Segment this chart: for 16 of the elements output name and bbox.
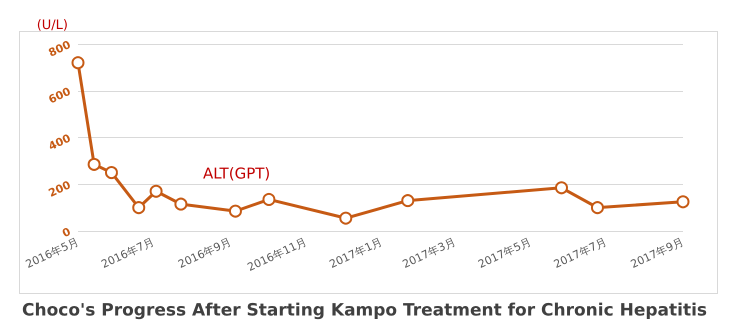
x-tick-label: 2017年3月 <box>400 235 458 271</box>
x-tick-label: 2017年5月 <box>476 235 534 271</box>
x-tick-label: 2016年7月 <box>99 235 156 271</box>
text: Choco's Progress After Starting Kampo Treatment for Chronic Hepatitis <box>22 300 708 320</box>
x-tick-label: 2017年9月 <box>628 235 686 271</box>
y-tick-label: 600 <box>46 84 74 106</box>
y-tick-label: 400 <box>46 131 74 154</box>
x-tick-label: 2016年11月 <box>245 235 309 274</box>
x-tick-label: 2016年5月 <box>24 235 81 271</box>
x-tick-label: 2017年7月 <box>552 235 609 271</box>
x-tick-label: 2017年1月 <box>327 235 384 271</box>
series-label: ALT(GPT) <box>203 164 270 182</box>
y-tick-label: 800 <box>46 38 74 60</box>
x-tick-label: 2016年9月 <box>176 235 234 271</box>
y-tick-label: 200 <box>46 178 74 200</box>
y-axis-title: (U/L) <box>36 18 68 33</box>
